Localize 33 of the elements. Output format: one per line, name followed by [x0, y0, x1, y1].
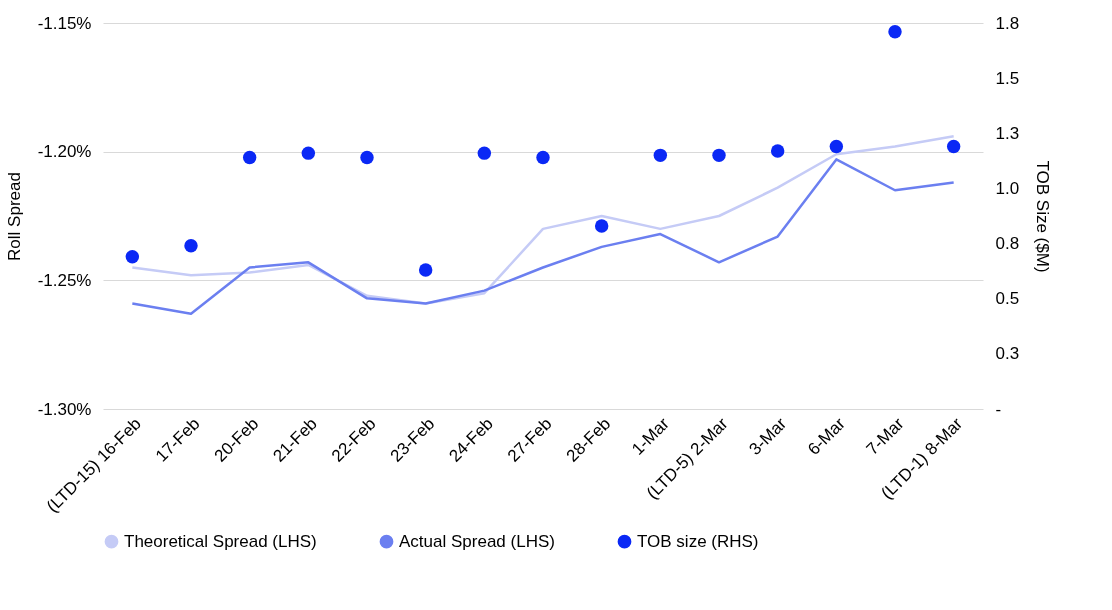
point [536, 150, 550, 165]
point [360, 150, 374, 165]
point [712, 148, 726, 163]
legend-label: Theoretical Spread (LHS) [124, 531, 317, 551]
point [125, 250, 140, 264]
point [242, 150, 257, 165]
legend-label: TOB size (RHS) [637, 531, 759, 551]
legend-label: Actual Spread (LHS) [399, 531, 555, 551]
y-axis-title: Roll Spread [4, 172, 24, 261]
y2-tick-label: 1.5 [995, 68, 1020, 88]
point [829, 139, 844, 154]
point [418, 263, 433, 277]
point [888, 25, 902, 39]
y2-tick-label: 1.0 [995, 178, 1020, 198]
y-tick-label: -1.30% [37, 399, 92, 419]
y2-tick-label: 0.8 [995, 234, 1020, 254]
y2-tick-label: 1.8 [995, 13, 1020, 33]
y-tick-label: -1.15% [37, 13, 92, 33]
line-series [131, 158, 955, 316]
point [477, 146, 492, 160]
point [594, 219, 609, 233]
point [946, 139, 961, 154]
y-tick-label: -1.25% [37, 270, 92, 290]
y-tick-label: -1.20% [37, 142, 92, 162]
y2-tick-label: 0.5 [995, 289, 1020, 309]
y2-tick-label: 0.3 [995, 344, 1020, 364]
point [184, 239, 198, 253]
y2-axis-title: TOB Size ($M) [1033, 160, 1053, 273]
y2-tick-label: - [995, 399, 1002, 419]
point [653, 148, 668, 163]
point [301, 146, 316, 160]
y2-tick-label: 1.3 [995, 123, 1020, 143]
point [770, 144, 785, 158]
